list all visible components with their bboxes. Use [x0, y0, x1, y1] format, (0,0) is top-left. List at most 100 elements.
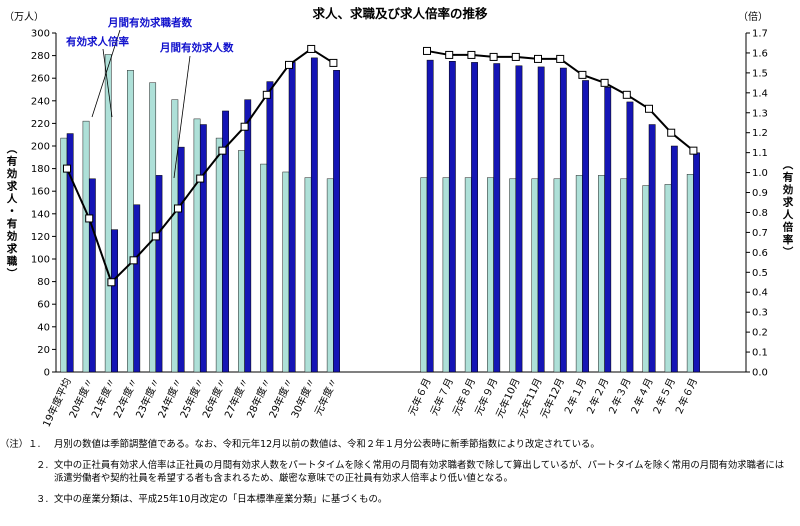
annual-ratio-point: [329, 58, 338, 67]
monthly-ratio-point: [600, 78, 609, 87]
monthly-applicants-bar: [442, 177, 450, 373]
category-labels: 19年度平均20年度〃21年度〃22年度〃23年度〃24年度〃25年度〃26年度…: [40, 376, 700, 429]
annual-ratio-point: [240, 122, 249, 131]
monthly-applicants-bar: [664, 184, 672, 373]
note-2-text: 文中の正社員有効求人倍率は正社員の月間有効求人数をパートタイムを除く常用の月間有…: [54, 460, 785, 484]
annual-openings-bar: [333, 70, 340, 373]
left-axis-label: ︵有効求人・有効求職︶: [6, 143, 18, 280]
monthly-applicants-bar: [487, 177, 494, 373]
monthly-applicants-bar: [553, 178, 561, 373]
monthly-ratio-point: [511, 52, 520, 61]
monthly-openings-bar: [693, 152, 700, 373]
annual-ratio-point: [307, 44, 316, 53]
monthly-openings-bar: [537, 66, 545, 373]
annual-openings-bar: [111, 229, 118, 373]
right-tick-label: 0.9: [752, 188, 768, 199]
left-tick-label: 240: [31, 96, 50, 107]
annual-ratio-point: [63, 164, 71, 173]
annual-ratio-point: [129, 256, 138, 265]
annual-openings-bar: [88, 178, 96, 373]
annual-ratio-point: [174, 204, 182, 213]
monthly-applicants-bar: [620, 178, 628, 373]
left-axis-label-char: 職: [7, 255, 18, 268]
monthly-applicants-bar: [464, 177, 472, 373]
monthly-applicants-bar: [420, 177, 428, 373]
right-tick-label: 0.1: [752, 348, 768, 359]
annual-ratio-point: [85, 214, 94, 223]
note-3-text: 文中の産業分類は、平成25年10月改定の「日本標準産業分類」に基づくもの。: [54, 494, 388, 505]
monthly-openings-bar: [493, 63, 501, 373]
chart: 求人、求職及び求人倍率の推移 （万人） （倍） 0 20 40 60 80 100 120 1…: [4, 6, 794, 429]
left-tick-label: 120: [31, 232, 50, 243]
annual-applicants-bar: [304, 177, 312, 373]
right-tick-label: 1.1: [752, 148, 768, 159]
left-tick-label: 140: [31, 209, 50, 220]
annual-openings-bar: [199, 124, 207, 373]
left-tick-label: 300: [31, 29, 50, 40]
annotation-ratio-leader: [102, 48, 113, 118]
left-axis-label-char: 人: [7, 192, 18, 205]
annual-openings-bar: [310, 57, 318, 373]
annual-applicants-bar: [127, 70, 134, 373]
right-axis-unit: （倍）: [738, 10, 768, 23]
left-tick-label: 60: [37, 300, 50, 311]
right-axis-label-char: 人: [783, 208, 794, 221]
left-axis-label-char: ︶: [6, 267, 18, 280]
annotation-openings: 月間有効求人数: [159, 41, 234, 54]
annual-openings-bar: [222, 110, 229, 373]
note-3-number: ３.: [36, 494, 49, 505]
monthly-openings-bar: [559, 67, 567, 373]
note-2: ２. 文中の正社員有効求人倍率は正社員の月間有効求人数をパートタイムを除く常用の…: [22, 459, 792, 485]
monthly-openings-bar: [471, 62, 478, 373]
monthly-ratio-point: [423, 46, 431, 55]
monthly-ratio-point: [556, 54, 565, 63]
left-axis-label-char: 効: [7, 167, 18, 180]
monthly-openings-bar: [448, 61, 456, 373]
annual-openings-bar: [155, 175, 163, 373]
ratio-lines: [63, 44, 698, 287]
left-tick-label: 40: [37, 322, 50, 333]
chart-title: 求人、求職及び求人倍率の推移: [312, 6, 488, 21]
annual-ratio-point: [151, 232, 160, 241]
annual-ratio-point: [285, 60, 293, 69]
left-tick-label: 260: [31, 74, 50, 85]
right-axis-label-char: ︶: [782, 246, 794, 259]
annual-applicants-bar: [171, 99, 179, 373]
annual-applicants-bar: [215, 137, 223, 373]
annual-openings-bar: [66, 133, 74, 373]
left-axis-label-char: 効: [7, 230, 18, 243]
monthly-applicants-bar: [598, 175, 605, 373]
left-tick-label: 160: [31, 187, 50, 198]
left-axis-label-char: 求: [7, 242, 18, 255]
right-tick-label: 1.0: [752, 168, 768, 179]
left-axis-label-char: ︵: [6, 143, 18, 155]
left-tick-label: 200: [31, 142, 50, 153]
monthly-openings-bar: [648, 124, 656, 373]
right-tick-label: 0.6: [752, 248, 768, 259]
right-tick-label: 0.8: [752, 208, 768, 219]
left-axis-label-char: 有: [7, 217, 18, 230]
right-axis-label-char: 倍: [783, 221, 794, 234]
left-axis-label-char: ・: [7, 206, 18, 218]
annual-openings-bar: [133, 204, 141, 373]
monthly-openings-bar: [670, 145, 678, 373]
right-axis-label: ︵有効求人倍率︶: [782, 159, 794, 259]
annual-category-label: 19年度平均: [40, 376, 74, 429]
annual-applicants-bar: [282, 171, 290, 373]
annual-applicants-bar: [149, 82, 157, 373]
left-axis-label-char: 求: [7, 180, 18, 193]
right-tick-label: 0.4: [752, 288, 768, 299]
right-axis-label-char: 有: [783, 171, 794, 184]
bars: [55, 33, 747, 373]
left-tick-label: 100: [31, 255, 50, 266]
right-tick-label: 1.2: [752, 128, 768, 139]
right-tick-label: 1.3: [752, 108, 768, 119]
left-tick-label: 180: [31, 164, 50, 175]
monthly-ratio-point: [689, 146, 698, 155]
annual-ratio-point: [107, 278, 116, 287]
monthly-ratio-point: [578, 70, 587, 79]
annual-applicants-bar: [82, 120, 90, 373]
left-axis-unit: （万人）: [4, 11, 44, 23]
monthly-ratio-point: [467, 50, 476, 59]
monthly-openings-bar: [604, 86, 612, 373]
